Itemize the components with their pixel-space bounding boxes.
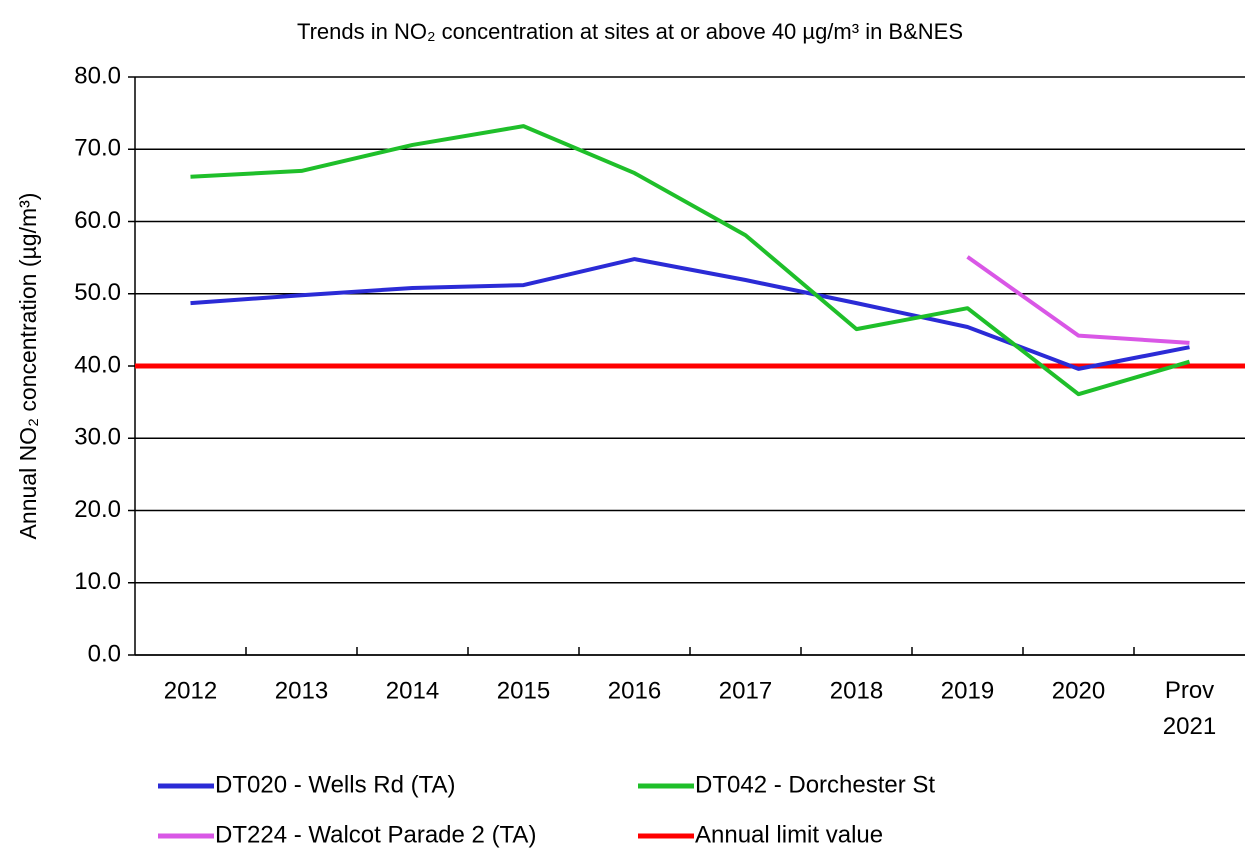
y-tick-label: 10.0 — [74, 568, 121, 595]
y-tick-label: 30.0 — [74, 424, 121, 451]
y-tick-label: 50.0 — [74, 279, 121, 306]
legend-label: Annual limit value — [695, 821, 883, 848]
x-tick-label: 2014 — [386, 677, 439, 704]
x-tick-label: 2016 — [608, 677, 661, 704]
x-tick-label: 2013 — [275, 677, 328, 704]
legend-label: DT224 - Walcot Parade 2 (TA) — [215, 821, 536, 848]
y-tick-label: 70.0 — [74, 135, 121, 162]
legend-label: DT042 - Dorchester St — [695, 771, 935, 798]
y-tick-label: 60.0 — [74, 207, 121, 234]
series-line — [190, 257, 1190, 371]
x-tick-label: 2012 — [164, 677, 217, 704]
y-tick-label: 0.0 — [88, 640, 121, 667]
series-line — [966, 255, 1190, 345]
x-tick-label: 2019 — [941, 677, 994, 704]
x-tick-label: 2018 — [830, 677, 883, 704]
x-tick-label: Prov 2021 — [1163, 677, 1216, 740]
x-tick-label: 2020 — [1052, 677, 1105, 704]
chart-title: Trends in NO₂ concentration at sites at … — [297, 19, 963, 44]
y-tick-label: 80.0 — [74, 62, 121, 89]
y-axis-title: Annual NO₂ concentration (µg/m³) — [15, 193, 41, 540]
y-tick-label: 40.0 — [74, 351, 121, 378]
x-tick-label: 2017 — [719, 677, 772, 704]
x-tick-label: 2015 — [497, 677, 550, 704]
series-line — [190, 124, 1191, 397]
y-tick-label: 20.0 — [74, 496, 121, 523]
legend-label: DT020 - Wells Rd (TA) — [215, 771, 455, 798]
